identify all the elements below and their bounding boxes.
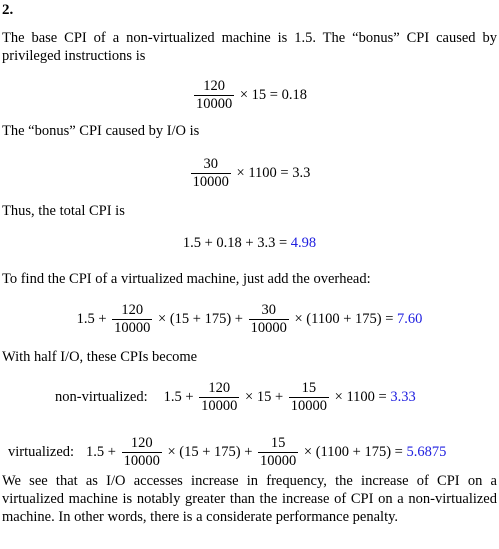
equation: virtualized: 1.5 + 120 10000 × (15 + 175) … xyxy=(0,430,499,474)
equation-label: non-virtualized: xyxy=(55,388,148,405)
denominator: 10000 xyxy=(190,172,231,190)
paragraph: With half I/O, these CPIs become xyxy=(2,349,198,365)
numerator: 120 xyxy=(203,77,225,94)
math-text: 1.5 + xyxy=(76,310,111,327)
math-text: × (1100 + 175) = xyxy=(300,443,407,460)
result: 4.98 xyxy=(290,234,317,251)
heading: 2. xyxy=(2,2,14,18)
fraction: 120 10000 xyxy=(194,77,235,113)
math-text: 1.5 + xyxy=(163,388,198,405)
math-text: × (1100 + 175) = xyxy=(290,310,398,327)
fraction: 30 10000 xyxy=(190,155,231,191)
result: 3.33 xyxy=(390,388,416,405)
denominator: 10000 xyxy=(288,396,330,414)
numerator: 15 xyxy=(270,434,286,451)
denominator: 10000 xyxy=(112,318,153,336)
fraction: 120 10000 xyxy=(199,379,240,415)
denominator: 10000 xyxy=(194,94,235,112)
math-text: × 1100 = 3.3 xyxy=(232,164,311,181)
numerator: 120 xyxy=(121,301,144,318)
math-text: × 15 + xyxy=(241,388,287,405)
numerator: 30 xyxy=(203,155,219,172)
paragraph: The “bonus” CPI caused by I/O is xyxy=(2,123,200,139)
math-text: 1.5 + 0.18 + 3.3 = xyxy=(182,234,291,251)
numerator: 15 xyxy=(301,379,317,396)
fraction: 15 10000 xyxy=(258,434,299,470)
denominator: 10000 xyxy=(258,451,299,469)
equation: non-virtualized: 1.5 + 120 10000 × 15 + 15… xyxy=(0,375,499,419)
denominator: 10000 xyxy=(199,396,240,414)
fraction: 120 10000 xyxy=(121,434,162,470)
fraction: 15 10000 xyxy=(288,379,330,415)
numerator: 30 xyxy=(261,301,276,318)
paragraph: Thus, the total CPI is xyxy=(2,203,125,219)
equation-label: virtualized: xyxy=(8,443,75,460)
math-text: × 1100 = xyxy=(331,388,391,405)
numerator: 120 xyxy=(208,379,231,396)
math-text: × 15 = 0.18 xyxy=(236,86,307,103)
paragraph: The base CPI of a non-virtualized machin… xyxy=(2,30,497,64)
denominator: 10000 xyxy=(248,318,289,336)
fraction: 120 10000 xyxy=(112,301,153,337)
paragraph: To find the CPI of a virtualized machine… xyxy=(2,271,371,287)
equation: 1.5 + 120 10000 × (15 + 175) + 30 10000 × … xyxy=(0,297,499,341)
numerator: 120 xyxy=(130,434,153,451)
equation: 120 10000 × 15 = 0.18 xyxy=(0,73,499,117)
math-text: 1.5 + xyxy=(86,443,120,460)
paragraph: We see that as I/O accesses increase in … xyxy=(2,473,497,525)
math-text: × (15 + 175) + xyxy=(163,443,257,460)
equation: 1.5 + 0.18 + 3.3 = 4.98 xyxy=(0,221,499,265)
fraction: 30 10000 xyxy=(248,301,289,337)
result: 5.6875 xyxy=(406,443,447,460)
math-text: × (15 + 175) + xyxy=(154,310,247,327)
equation: 30 10000 × 1100 = 3.3 xyxy=(0,151,499,195)
result: 7.60 xyxy=(397,310,423,327)
denominator: 10000 xyxy=(121,451,162,469)
